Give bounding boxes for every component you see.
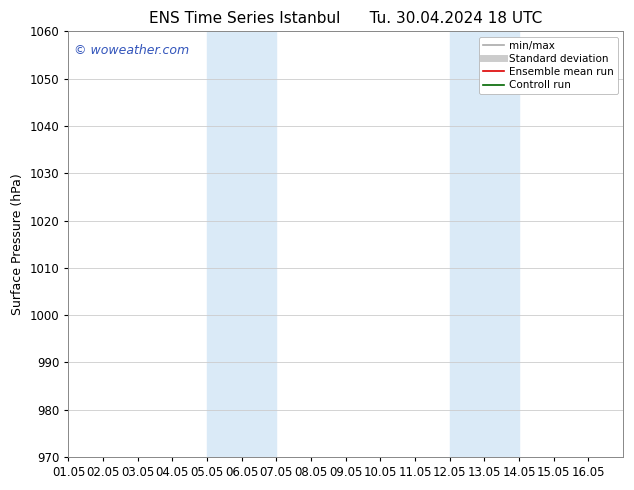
Text: © woweather.com: © woweather.com — [74, 44, 189, 57]
Legend: min/max, Standard deviation, Ensemble mean run, Controll run: min/max, Standard deviation, Ensemble me… — [479, 37, 618, 95]
Title: ENS Time Series Istanbul      Tu. 30.04.2024 18 UTC: ENS Time Series Istanbul Tu. 30.04.2024 … — [149, 11, 542, 26]
Y-axis label: Surface Pressure (hPa): Surface Pressure (hPa) — [11, 173, 24, 315]
Bar — [450, 31, 519, 457]
Bar — [207, 31, 276, 457]
